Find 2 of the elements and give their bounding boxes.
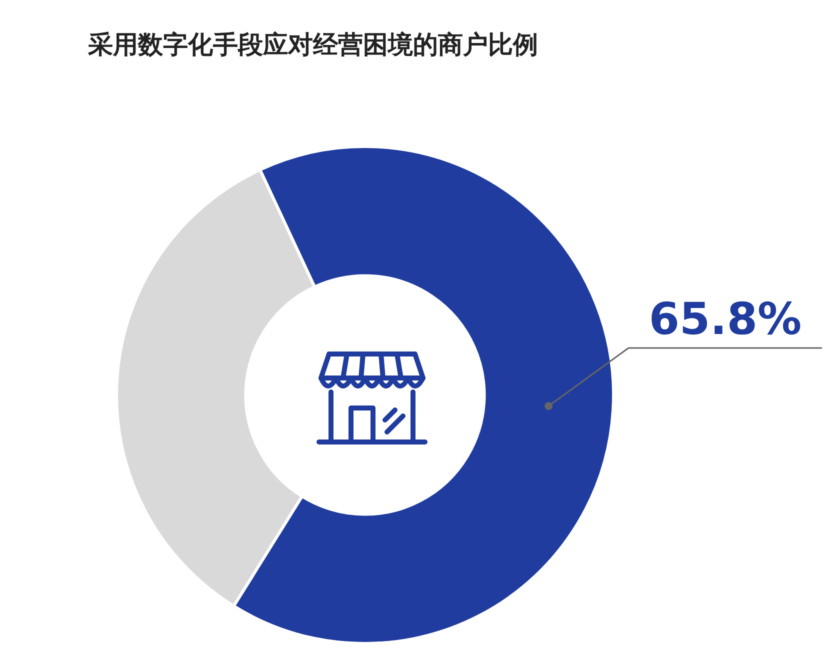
- data-label: 65.8%: [648, 294, 802, 346]
- chart-title: 采用数字化手段应对经营困境的商户比例: [88, 29, 538, 61]
